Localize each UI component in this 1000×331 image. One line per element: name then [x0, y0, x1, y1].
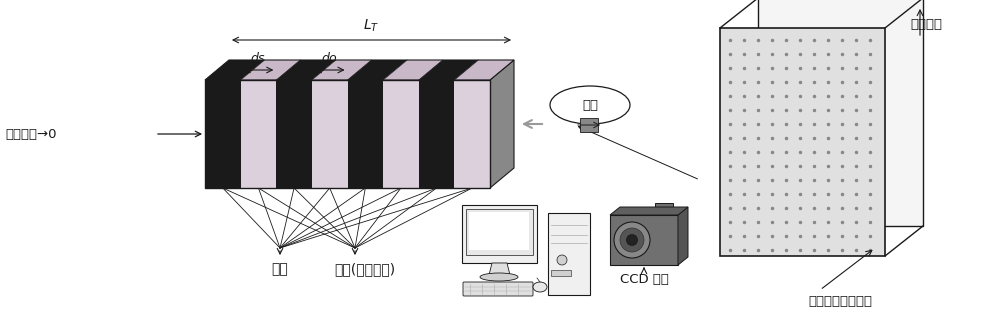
- Bar: [312, 80, 348, 188]
- Polygon shape: [610, 207, 688, 215]
- Ellipse shape: [533, 282, 547, 292]
- Text: 固相: 固相: [272, 262, 288, 276]
- Bar: [205, 80, 490, 188]
- Polygon shape: [348, 60, 407, 80]
- Bar: [469, 212, 529, 250]
- Bar: [454, 80, 490, 188]
- Polygon shape: [205, 60, 265, 80]
- Bar: [466, 209, 533, 255]
- Circle shape: [557, 255, 567, 265]
- Ellipse shape: [550, 86, 630, 124]
- Circle shape: [620, 228, 644, 252]
- Bar: [551, 270, 571, 276]
- Polygon shape: [490, 60, 514, 188]
- Bar: [241, 80, 276, 188]
- Polygon shape: [758, 0, 923, 226]
- Text: $do$: $do$: [321, 51, 338, 65]
- Text: CCD 相机: CCD 相机: [620, 273, 668, 286]
- Bar: [419, 80, 454, 188]
- Circle shape: [614, 222, 650, 258]
- Bar: [462, 205, 537, 263]
- Circle shape: [626, 234, 638, 246]
- Bar: [348, 80, 383, 188]
- Polygon shape: [241, 60, 300, 80]
- Bar: [720, 28, 885, 256]
- Polygon shape: [419, 60, 478, 80]
- FancyBboxPatch shape: [463, 282, 533, 296]
- Text: 横截面积→0: 横截面积→0: [5, 127, 57, 140]
- Polygon shape: [678, 207, 688, 265]
- Text: 可见光源: 可见光源: [910, 18, 942, 31]
- Bar: [205, 80, 241, 188]
- Text: 二维半透明石英砂: 二维半透明石英砂: [808, 295, 872, 308]
- Polygon shape: [312, 60, 372, 80]
- Bar: [610, 215, 678, 265]
- Bar: [276, 80, 312, 188]
- Bar: [383, 80, 419, 188]
- Text: 孔隙(被水填充): 孔隙(被水填充): [334, 262, 396, 276]
- Polygon shape: [276, 60, 336, 80]
- Bar: [580, 118, 598, 132]
- Polygon shape: [383, 60, 443, 80]
- Text: $L_T$: $L_T$: [363, 18, 380, 34]
- Bar: [548, 213, 590, 295]
- Text: 微元: 微元: [582, 99, 598, 112]
- Polygon shape: [489, 263, 510, 275]
- Text: $ds$: $ds$: [250, 51, 267, 65]
- Ellipse shape: [480, 273, 518, 281]
- Polygon shape: [454, 60, 514, 80]
- Bar: [655, 203, 673, 215]
